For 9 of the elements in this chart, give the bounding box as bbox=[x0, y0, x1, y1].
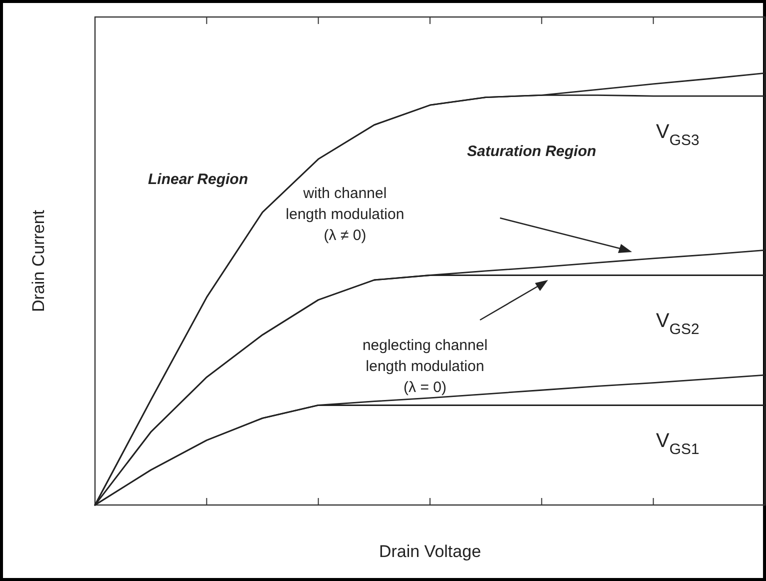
x-axis-title: Drain Voltage bbox=[378, 542, 482, 561]
annotation: V$_{GS1}$ bbox=[656, 430, 700, 458]
annotation: V$_{GS3}$ bbox=[656, 121, 700, 149]
annotation: with channel length modulation (λ ≠ 0) bbox=[286, 185, 404, 244]
annotation: Saturation Region bbox=[467, 143, 596, 160]
annotation: Linear Region bbox=[148, 171, 248, 188]
annotation: neglecting channel length modulation (λ = 0) bbox=[362, 337, 488, 396]
y-axis-title: Drain Current bbox=[29, 210, 48, 312]
annotation: V$_{GS2}$ bbox=[656, 310, 700, 338]
